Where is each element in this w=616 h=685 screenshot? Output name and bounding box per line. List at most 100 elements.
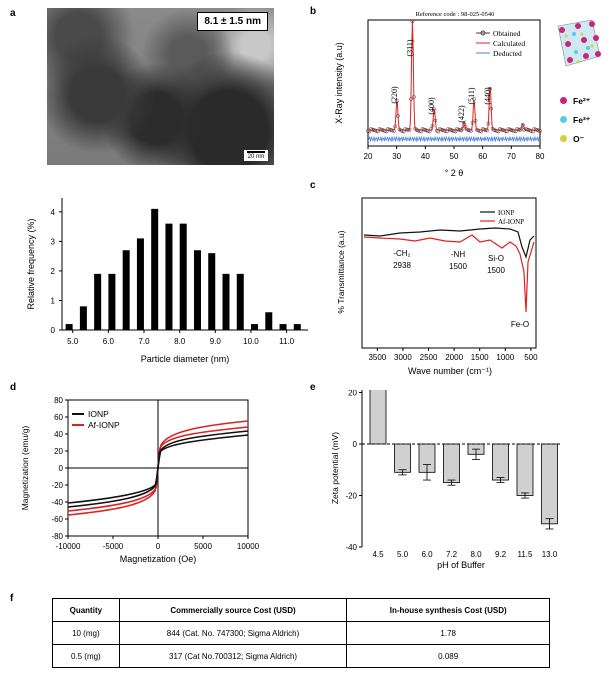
xrd-peak-label: (440) [483,87,492,105]
ftir-ann-sio-value: 1500 [487,266,505,275]
zeta-xtick-label: 6.0 [421,550,433,559]
zeta-bar [443,443,460,484]
zeta-ytick-label: 20 [348,390,357,398]
xrd-obtained-point [429,127,433,131]
xrd-legend-obtained: Obtained [493,29,521,38]
histogram-xtick-label: 7.0 [138,337,150,346]
histogram-bar [279,324,287,330]
histogram-bar [65,324,73,330]
zeta-ytick-label: 0 [353,440,358,449]
xrd-peak-label: (220) [390,86,399,104]
xrd-xtick-label: 20 [364,152,373,161]
histogram-xtick-label: 6.0 [103,337,115,346]
histogram-bar [136,238,144,330]
table-cell: 0.5 (mg) [52,644,120,668]
histogram-xtick-label: 5.0 [67,337,79,346]
xrd-peak-label: (400) [427,97,436,115]
histogram-ytick-label: 4 [51,208,56,217]
zeta-xtick-label: 9.2 [495,550,507,559]
mag-ytick-label: -80 [51,532,63,541]
zeta-xlabel: pH of Buffer [437,560,485,570]
ftir-chart: IONP Af-IONP -CH₂ 2938 -NH 1500 Si-O 150… [336,197,538,376]
zeta-bar [492,443,509,481]
table-cell: 1.78 [346,621,550,645]
mag-xlabel: Magnetization (Oe) [120,554,197,564]
xrd-xtick-label: 40 [421,152,430,161]
mag-xtick-label: -5000 [103,542,124,551]
mag-ytick-label: 0 [59,464,64,473]
table-cell: 10 (mg) [52,621,120,645]
panel-label-b: b [310,6,317,17]
histogram-xtick-label: 11.0 [279,337,295,346]
histogram-bar [151,208,159,330]
histogram-bar [265,312,273,330]
histogram-bar [94,273,102,330]
scale-bar: 20 nm [244,150,268,161]
table-header-row: Quantity Commercially source Cost (USD) … [52,598,550,622]
o-dot-icon [560,135,567,142]
mag-ytick-label: -40 [51,498,63,507]
scale-bar-label: 20 nm [247,154,265,160]
zeta-bar [541,443,558,525]
histogram-ytick-label: 1 [51,296,56,305]
ftir-legend: IONP Af-IONP [480,209,524,226]
ftir-xtick-label: 3500 [368,353,386,362]
zeta-xtick-label: 7.2 [446,550,458,559]
histogram-xtick-label: 9.0 [210,337,222,346]
xrd-peak-label: (422) [457,105,466,123]
zeta-ylabel: Zeta potential (mV) [330,432,340,504]
table-row: 10 (mg) 844 (Cat. No. 747300; Sigma Aldr… [52,621,550,645]
crystal-structure-icon [557,19,601,67]
xrd-chart: Reference code : 98-025-0540 (220) (311) (… [334,11,545,178]
table-header: In-house synthesis Cost (USD) [346,598,550,622]
zeta-xtick-label: 11.5 [518,550,534,559]
ftir-ann-sio: Si-O [488,254,504,263]
mag-legend: IONP Af-IONP [72,409,120,430]
table-header: Quantity [52,598,120,622]
zeta-ytick-label: -20 [345,492,357,501]
xrd-xtick-label: 30 [392,152,401,161]
xrd-peak-label: (511) [467,87,476,104]
zeta-xtick-label: 4.5 [372,550,384,559]
zeta-xtick-label: 13.0 [542,550,558,559]
xrd-xlabel: ° 2 θ [445,168,464,178]
histogram-ylabel: Relative frequency (%) [26,218,36,309]
xrd-obtained-point [467,128,472,133]
mag-ytick-label: -60 [51,515,63,524]
fe2-dot-icon [560,97,567,104]
zeta-xtick-label: 8.0 [470,550,482,559]
zeta-bar [394,443,411,473]
histogram-bar [251,324,259,330]
table-cell: 0.089 [346,644,550,668]
mag-xtick-label: 0 [156,542,161,551]
table-cell: 317 (Cat No.700312; Sigma Aldrich) [118,644,348,668]
panel-label-c: c [310,180,316,191]
size-label: 8.1 ± 1.5 nm [197,12,268,31]
ion-fe2: Fe²⁺ [573,96,591,106]
ftir-xtick-label: 1000 [496,353,514,362]
ftir-legend-af-ionp: Af-IONP [498,218,524,226]
xrd-xtick-label: 50 [450,152,459,161]
ftir-ann-ch2: -CH₂ [393,249,410,258]
histogram-ytick-label: 3 [51,237,56,246]
zeta-xtick-label: 5.0 [397,550,409,559]
histogram-bar [208,253,216,330]
mag-ytick-label: 20 [54,447,63,456]
histogram-xtick-label: 8.0 [174,337,186,346]
xrd-peak-label: (311) [405,39,414,56]
ftir-ann-ch2-value: 2938 [393,261,411,270]
table-row: 0.5 (mg) 317 (Cat No.700312; Sigma Aldri… [52,644,550,668]
mag-ytick-label: 40 [54,430,63,439]
ftir-ylabel: % Transmittance (a.u) [336,230,346,313]
mag-ytick-label: 80 [54,396,63,405]
histogram-bar [122,250,130,330]
xrd-xtick-label: 60 [478,152,487,161]
magnetization-chart: 80 60 40 20 0 -20 -40 -60 -80 -10000 -5000 0 5000 10… [20,396,260,564]
mag-legend-af-ionp: Af-IONP [88,420,120,430]
mag-xtick-label: 10000 [237,542,260,551]
histogram-bar [236,273,244,330]
mag-xtick-label: 5000 [194,542,212,551]
mag-legend-ionp: IONP [88,409,109,419]
ftir-ann-nh: -NH [451,250,465,259]
